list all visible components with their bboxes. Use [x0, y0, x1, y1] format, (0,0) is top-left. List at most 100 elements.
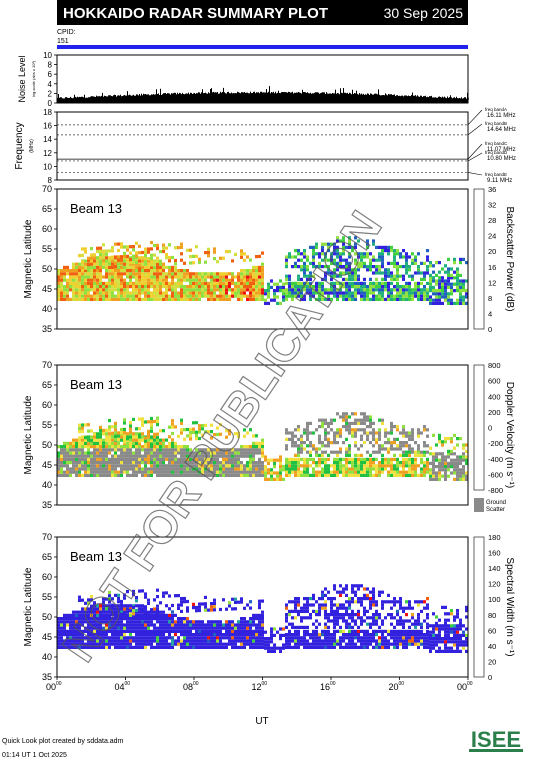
heatmap-cell — [201, 633, 204, 637]
heatmap-cell — [174, 448, 177, 452]
heatmap-cell — [204, 275, 207, 279]
heatmap-cell — [432, 640, 435, 644]
heatmap-cell — [414, 457, 417, 461]
heatmap-cell — [429, 461, 432, 465]
heatmap-cell — [408, 600, 411, 604]
heatmap-cell — [459, 295, 462, 299]
heatmap-cell — [366, 593, 369, 597]
heatmap-cell — [303, 645, 306, 649]
heatmap-cell — [390, 444, 393, 448]
heatmap-cell — [432, 279, 435, 283]
heatmap-cell — [204, 454, 207, 458]
heatmap-cell — [255, 278, 258, 282]
heatmap-cell — [276, 474, 279, 478]
heatmap-cell — [240, 642, 243, 646]
heatmap-cell — [327, 590, 330, 594]
heatmap-cell — [93, 645, 96, 649]
heatmap-cell — [306, 434, 309, 438]
heatmap-cell — [459, 458, 462, 462]
heatmap-cell — [345, 461, 348, 465]
heatmap-cell — [330, 277, 333, 281]
heatmap-cell — [333, 291, 336, 295]
heatmap-cell — [330, 603, 333, 607]
heatmap-cell — [183, 633, 186, 637]
heatmap-cell — [297, 447, 300, 451]
freq-ylabel-sub: (MHz) — [29, 139, 35, 153]
heatmap-cell — [450, 624, 453, 628]
heatmap-cell — [366, 268, 369, 272]
heatmap-cell — [297, 597, 300, 601]
heatmap-cell — [432, 455, 435, 459]
heatmap-cell — [159, 610, 162, 614]
heatmap-cell — [132, 272, 135, 276]
heatmap-cell — [87, 633, 90, 637]
heatmap-cell — [204, 626, 207, 630]
heatmap-cell — [336, 622, 339, 626]
heatmap-cell — [216, 288, 219, 292]
heatmap-cell — [294, 288, 297, 292]
heatmap-cell — [150, 629, 153, 633]
heatmap-cell — [288, 431, 291, 435]
noise-tick-label: 6 — [48, 70, 53, 79]
heatmap-cell — [99, 610, 102, 614]
heatmap-cell — [201, 424, 204, 428]
heatmap-cell — [129, 285, 132, 289]
heatmap-cell — [144, 436, 147, 440]
heatmap-cell — [60, 457, 63, 461]
heatmap-cell — [81, 607, 84, 611]
heatmap-cell — [180, 600, 183, 604]
heatmap-cell — [111, 629, 114, 633]
heatmap-cell — [192, 623, 195, 627]
heatmap-cell — [201, 278, 204, 282]
heatmap-cell — [321, 425, 324, 429]
heatmap-cell — [459, 298, 462, 302]
heatmap-cell — [423, 467, 426, 471]
heatmap-cell — [426, 464, 429, 468]
heatmap-cell — [63, 272, 66, 276]
heatmap-cell — [117, 457, 120, 461]
heatmap-cell — [339, 467, 342, 471]
heatmap-cell — [117, 445, 120, 449]
heatmap-cell — [123, 251, 126, 255]
heatmap-cell — [216, 642, 219, 646]
heatmap-cell — [123, 440, 126, 444]
heatmap-cell — [192, 464, 195, 468]
heatmap-cell — [435, 465, 438, 469]
heatmap-cell — [453, 433, 456, 437]
heatmap-cell — [228, 451, 231, 455]
heatmap-cell — [348, 473, 351, 477]
heatmap-cell — [423, 271, 426, 275]
heatmap-cell — [210, 473, 213, 477]
heatmap-cell — [267, 295, 270, 299]
heatmap-cell — [354, 441, 357, 445]
heatmap-cell — [357, 274, 360, 278]
heatmap-cell — [153, 629, 156, 633]
heatmap-cell — [63, 451, 66, 455]
heatmap-cell — [309, 645, 312, 649]
heatmap-cell — [135, 448, 138, 452]
heatmap-cell — [306, 470, 309, 474]
heatmap-cell — [120, 612, 123, 616]
heatmap-cell — [414, 473, 417, 477]
heatmap-cell — [426, 450, 429, 454]
heatmap-cell — [135, 256, 138, 260]
heatmap-cell — [75, 461, 78, 465]
heatmap-cell — [231, 278, 234, 282]
heatmap-cell — [123, 623, 126, 627]
heatmap-cell — [378, 470, 381, 474]
heatmap-cell — [105, 645, 108, 649]
heatmap-cell — [456, 627, 459, 631]
heatmap-cell — [360, 444, 363, 448]
heatmap-cell — [354, 636, 357, 640]
heatmap-cell — [426, 603, 429, 607]
heatmap-cell — [402, 425, 405, 429]
heatmap-cell — [222, 626, 225, 630]
heatmap-cell — [84, 457, 87, 461]
heatmap-cell — [177, 594, 180, 598]
heatmap-cell — [174, 470, 177, 474]
heatmap-cell — [366, 467, 369, 471]
heatmap-cell — [381, 603, 384, 607]
heatmap-cell — [99, 429, 102, 433]
heatmap-cell — [372, 294, 375, 298]
heatmap-cell — [135, 254, 138, 258]
